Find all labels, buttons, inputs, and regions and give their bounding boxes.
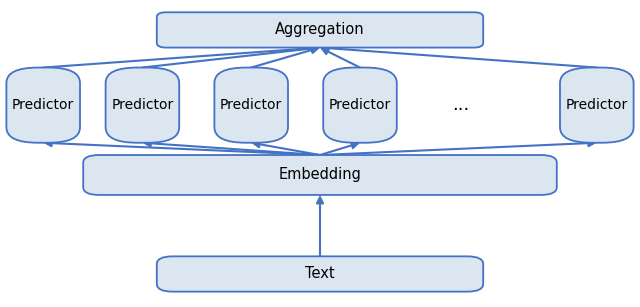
FancyBboxPatch shape	[83, 155, 557, 195]
FancyBboxPatch shape	[106, 68, 179, 143]
Text: ...: ...	[452, 96, 469, 114]
Text: Predictor: Predictor	[12, 98, 74, 112]
Text: Aggregation: Aggregation	[275, 22, 365, 37]
Text: Predictor: Predictor	[220, 98, 282, 112]
FancyBboxPatch shape	[6, 68, 80, 143]
FancyBboxPatch shape	[157, 256, 483, 292]
FancyBboxPatch shape	[214, 68, 288, 143]
Text: Text: Text	[305, 266, 335, 282]
Text: Predictor: Predictor	[566, 98, 628, 112]
FancyBboxPatch shape	[323, 68, 397, 143]
Text: Predictor: Predictor	[329, 98, 391, 112]
Text: Predictor: Predictor	[111, 98, 173, 112]
FancyBboxPatch shape	[157, 12, 483, 48]
Text: Embedding: Embedding	[278, 168, 362, 182]
FancyBboxPatch shape	[560, 68, 634, 143]
